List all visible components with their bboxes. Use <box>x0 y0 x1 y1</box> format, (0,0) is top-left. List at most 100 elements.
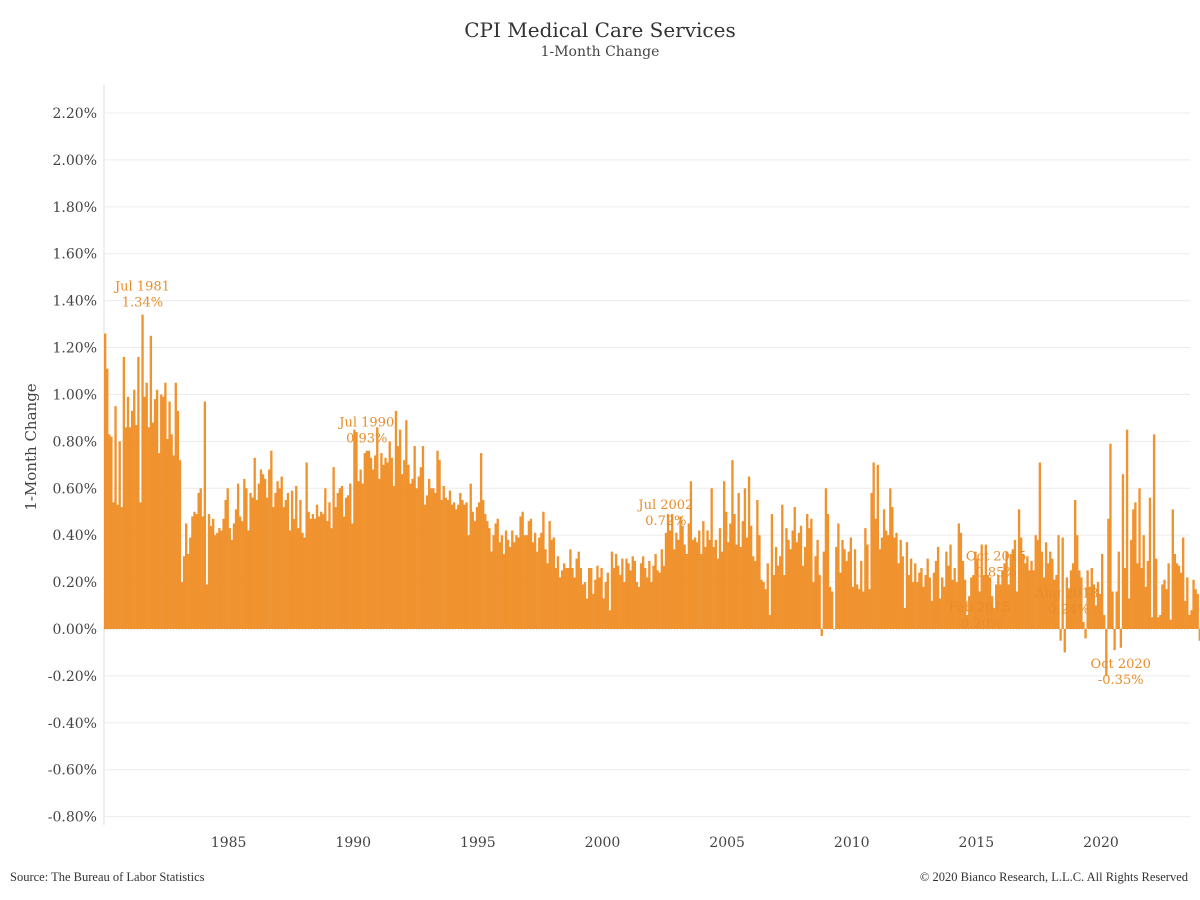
bar <box>162 396 165 629</box>
bar <box>1169 619 1172 629</box>
bar <box>374 455 377 629</box>
bar <box>214 535 217 629</box>
bar <box>749 525 753 629</box>
bar <box>1059 629 1062 641</box>
bar <box>303 537 306 629</box>
bar <box>1184 600 1187 629</box>
bar <box>513 542 516 629</box>
bar <box>702 521 705 629</box>
bar <box>760 579 763 629</box>
bar <box>351 523 354 629</box>
bar <box>880 537 884 629</box>
bar <box>1007 584 1010 629</box>
bar <box>918 572 921 629</box>
bar <box>430 488 433 629</box>
bar <box>575 558 578 629</box>
bar <box>1159 614 1162 629</box>
bar <box>224 500 227 629</box>
bar <box>234 509 238 629</box>
bar <box>598 577 601 629</box>
bar <box>951 579 954 629</box>
bar <box>965 614 969 629</box>
annotation-value: -0.24% <box>1044 602 1090 617</box>
bar <box>523 535 526 629</box>
bar <box>644 568 647 629</box>
bar <box>122 356 126 629</box>
bar <box>546 563 549 629</box>
bar <box>810 518 813 629</box>
bar <box>274 492 277 629</box>
bar <box>299 500 302 629</box>
y-tick-label: 0.60% <box>53 481 97 497</box>
bar <box>1121 474 1125 629</box>
bar <box>1024 563 1027 629</box>
bar <box>137 356 140 629</box>
bar <box>1132 509 1135 629</box>
bar <box>571 568 574 629</box>
bar <box>889 488 892 629</box>
bar <box>1101 553 1104 629</box>
bar <box>471 511 474 629</box>
bar <box>679 516 682 629</box>
y-tick-label: -0.60% <box>48 763 97 779</box>
bar <box>1084 629 1087 639</box>
bar <box>625 558 628 629</box>
bar <box>153 399 157 629</box>
y-axis-title: 1-Month Change <box>22 383 40 510</box>
bar <box>816 539 819 629</box>
y-tick-label: 2.20% <box>53 106 97 122</box>
bar <box>1009 553 1012 629</box>
bar <box>394 410 398 629</box>
bar <box>708 539 711 629</box>
bar <box>565 568 568 629</box>
bar <box>743 488 747 629</box>
bar <box>1092 584 1096 629</box>
bar <box>317 516 321 629</box>
bar <box>828 586 832 629</box>
bar <box>187 553 190 629</box>
bar <box>808 528 811 629</box>
bar <box>953 568 956 629</box>
bar <box>556 556 560 629</box>
x-tick-label: 2000 <box>585 835 621 851</box>
bar <box>754 560 757 629</box>
bar <box>268 469 271 629</box>
bar <box>1115 591 1118 629</box>
bar <box>629 570 632 629</box>
bar <box>631 556 634 629</box>
y-tick-label: 1.20% <box>53 341 97 357</box>
bar <box>833 629 836 630</box>
bar <box>868 589 871 629</box>
bar <box>978 591 981 629</box>
bar <box>1003 563 1006 629</box>
bar <box>1078 570 1081 629</box>
bar <box>1086 570 1089 629</box>
bar <box>903 607 907 629</box>
bar <box>560 570 564 629</box>
bar <box>247 530 250 629</box>
bar <box>1028 570 1031 629</box>
bar <box>600 568 603 629</box>
bar <box>793 507 796 629</box>
annotation-value: -0.20% <box>957 616 1003 631</box>
bar <box>1067 589 1071 629</box>
bar <box>843 549 846 629</box>
bar <box>1080 577 1083 629</box>
bar <box>1026 556 1029 629</box>
bar <box>1019 537 1023 629</box>
bar <box>916 582 919 629</box>
bar <box>509 546 512 629</box>
bar <box>847 551 850 629</box>
bar <box>623 582 626 629</box>
annotation-date: Aug 2018 <box>1034 586 1098 601</box>
bar <box>538 537 541 629</box>
bar <box>1140 568 1143 629</box>
x-tick-label: 2015 <box>959 835 995 851</box>
bar <box>180 582 184 629</box>
bar <box>498 542 501 629</box>
bar <box>261 474 265 629</box>
bar <box>1055 575 1058 629</box>
bar <box>1188 614 1191 629</box>
bar <box>704 546 707 629</box>
bar <box>681 525 684 629</box>
